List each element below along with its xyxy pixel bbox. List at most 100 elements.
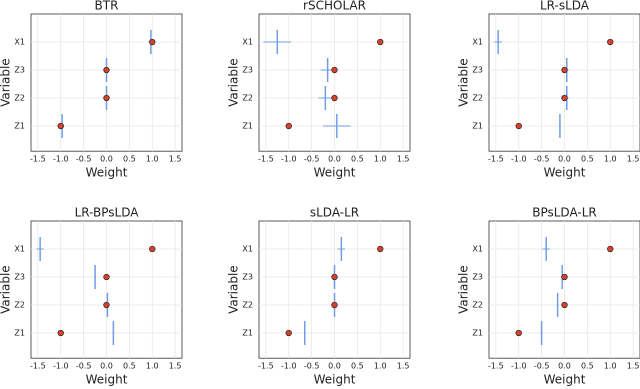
true-value — [285, 122, 292, 130]
y-tick-label: Z1 — [472, 122, 483, 131]
x-axis-label: Weight — [314, 166, 356, 180]
x-tick-label: -0.5 — [304, 362, 320, 371]
x-tick-label: -0.5 — [76, 155, 92, 164]
true-value — [57, 329, 64, 337]
y-tick-label: X1 — [472, 38, 483, 47]
true-value — [331, 66, 338, 74]
y-tick-label: Z3 — [472, 66, 483, 75]
true-value — [377, 245, 384, 253]
true-value — [331, 301, 338, 309]
y-tick-label: Z1 — [14, 329, 25, 338]
x-tick-label: 1.0 — [374, 155, 387, 164]
y-tick-label: X1 — [14, 38, 25, 47]
true-value — [57, 122, 64, 130]
panel: -1.5 -1.0 -0.5 0.0 0.5 1.0 1.5 Z1 Z2 Z3 X1 BPsLDA-L… — [457, 206, 640, 387]
true-value — [103, 66, 110, 74]
x-tick-label: 1.5 — [169, 155, 182, 164]
title: BTR — [95, 0, 119, 13]
x-tick-label: -0.5 — [304, 155, 320, 164]
title: rSCHOLAR — [303, 0, 366, 13]
y-tick-label: X1 — [14, 245, 25, 254]
x-tick-label: 1.0 — [604, 155, 617, 164]
true-value — [331, 273, 338, 281]
x-tick-label: 0.5 — [351, 362, 364, 371]
x-tick-label: -1.5 — [488, 155, 504, 164]
true-value — [561, 94, 568, 102]
x-tick-label: 1.0 — [374, 362, 387, 371]
y-tick-label: Z2 — [14, 301, 25, 310]
x-tick-label: -1.0 — [281, 155, 297, 164]
x-tick-label: -0.5 — [534, 155, 550, 164]
title: LR-BPsLDA — [75, 206, 140, 220]
x-tick-label: 0.5 — [581, 362, 594, 371]
x-tick-label: 0.5 — [351, 155, 364, 164]
x-tick-label: -1.0 — [53, 362, 69, 371]
x-axis-label: Weight — [544, 166, 586, 180]
x-tick-label: -0.5 — [76, 362, 92, 371]
y-tick-label: X1 — [242, 245, 253, 254]
panel: -1.5 -1.0 -0.5 0.0 0.5 1.0 1.5 Z1 Z2 Z3 X1 sLDA-LR W… — [227, 206, 411, 387]
x-tick-label: -1.0 — [53, 155, 69, 164]
y-axis-label: Variable — [457, 58, 471, 107]
y-axis-label: Variable — [227, 58, 241, 107]
x-tick-label: 0.5 — [123, 362, 136, 371]
x-tick-label: 0.0 — [328, 362, 341, 371]
y-tick-label: Z1 — [242, 329, 253, 338]
true-value — [149, 38, 156, 46]
true-value — [515, 329, 522, 337]
x-tick-label: -1.0 — [511, 362, 527, 371]
y-tick-label: X1 — [242, 38, 253, 47]
x-tick-label: 1.5 — [397, 362, 410, 371]
x-tick-label: 0.0 — [558, 155, 571, 164]
true-value — [607, 245, 614, 253]
title: BPsLDA-LR — [532, 206, 597, 220]
x-tick-label: -1.0 — [511, 155, 527, 164]
true-value — [561, 66, 568, 74]
true-value — [607, 38, 614, 46]
true-value — [285, 329, 292, 337]
true-value — [377, 38, 384, 46]
x-tick-label: -1.0 — [281, 362, 297, 371]
y-tick-label: X1 — [472, 245, 483, 254]
y-tick-label: Z2 — [242, 301, 253, 310]
true-value — [103, 301, 110, 309]
y-tick-label: Z3 — [14, 273, 25, 282]
panel: -1.5 -1.0 -0.5 0.0 0.5 1.0 1.5 Z1 Z2 Z3 X1 rSCHOLAR… — [227, 0, 411, 180]
true-value — [103, 94, 110, 102]
title: LR-sLDA — [540, 0, 590, 13]
y-tick-label: Z1 — [14, 122, 25, 131]
true-value — [561, 273, 568, 281]
x-tick-label: 0.5 — [581, 155, 594, 164]
true-value — [331, 94, 338, 102]
y-tick-label: Z3 — [242, 66, 253, 75]
x-tick-label: -1.5 — [258, 362, 274, 371]
panel: -1.5 -1.0 -0.5 0.0 0.5 1.0 1.5 Z1 Z2 Z3 X1 BTR Weigh… — [0, 0, 183, 180]
x-tick-label: -1.5 — [30, 155, 46, 164]
y-tick-label: Z3 — [472, 273, 483, 282]
x-tick-label: 1.5 — [627, 362, 640, 371]
y-tick-label: Z1 — [472, 329, 483, 338]
x-axis-label: Weight — [544, 373, 586, 387]
true-value — [561, 301, 568, 309]
x-axis-label: Weight — [86, 166, 128, 180]
panel: -1.5 -1.0 -0.5 0.0 0.5 1.0 1.5 Z1 Z2 Z3 X1 LR-BPsLD… — [0, 206, 183, 387]
y-axis-label: Variable — [227, 265, 241, 314]
y-tick-label: Z1 — [242, 122, 253, 131]
true-value — [515, 122, 522, 130]
true-value — [149, 245, 156, 253]
y-tick-label: Z2 — [472, 301, 483, 310]
x-axis-label: Weight — [86, 373, 128, 387]
y-axis-label: Variable — [0, 58, 13, 107]
y-tick-label: Z3 — [14, 66, 25, 75]
y-axis-label: Variable — [457, 265, 471, 314]
x-tick-label: 0.0 — [328, 155, 341, 164]
x-tick-label: -0.5 — [534, 362, 550, 371]
x-tick-label: 0.5 — [123, 155, 136, 164]
x-tick-label: 1.0 — [604, 362, 617, 371]
y-tick-label: Z2 — [242, 94, 253, 103]
x-tick-label: -1.5 — [30, 362, 46, 371]
x-tick-label: -1.5 — [488, 362, 504, 371]
panel: -1.5 -1.0 -0.5 0.0 0.5 1.0 1.5 Z1 Z2 Z3 X1 LR-sLDA W… — [457, 0, 640, 180]
y-axis-label: Variable — [0, 265, 13, 314]
